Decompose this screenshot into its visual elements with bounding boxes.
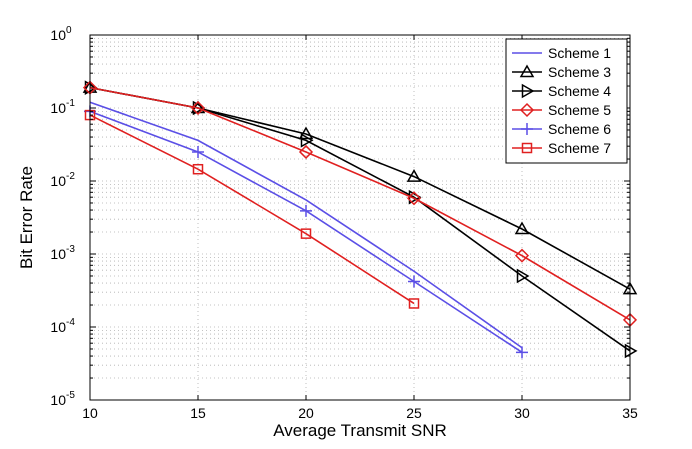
y-axis-title: Bit Error Rate [17,166,36,269]
data-point [192,100,206,116]
y-tick-label: 10 [50,319,66,335]
y-tick-exponent: -1 [66,98,75,109]
legend: Scheme 1 Scheme 3 Scheme 4 Scheme 5 Scheme 6… [505,38,628,164]
data-point [514,248,530,263]
x-axis-title: Average Transmit SNR [273,421,447,440]
y-tick-base: 10 [50,27,66,43]
y-tick-exponent: -4 [66,317,75,328]
legend-marker [519,64,535,78]
data-point [300,204,312,217]
series-scheme-1 [89,101,523,349]
legend-label: Scheme 5 [548,102,611,118]
legend-entry: Scheme 7 [512,140,611,156]
x-tick-label: 20 [298,405,314,421]
data-point [298,126,314,140]
plot-frame [89,34,631,401]
legend-label: Scheme 1 [548,45,611,61]
y-tick-label: 10 [50,100,66,116]
legend-marker [521,123,533,135]
series-line [89,114,415,305]
legend-label: Scheme 4 [548,83,611,99]
data-point [192,163,204,175]
legend-entry: Scheme 5 [512,102,611,118]
data-point [406,169,422,182]
y-tick-exponent: -5 [66,390,75,401]
y-tick-exponent: -3 [66,244,75,255]
series-scheme-5 [82,80,638,327]
data-point [298,144,314,160]
y-tick-label: 10 [50,173,66,189]
legend-label: Scheme 3 [548,64,611,80]
legend-marker [519,102,535,118]
data-point [408,275,420,288]
series-line [89,86,631,321]
data-point [406,191,422,206]
x-tick-label: 35 [622,405,638,421]
y-tick-label: 10 [50,246,66,262]
y-tick-label: 10 [50,392,66,408]
data-point [190,100,206,116]
data-point [192,145,204,158]
x-tick-label: 10 [82,405,98,421]
legend-marker [521,142,533,154]
legend-box [505,38,628,164]
y-tick-label: 10 [50,27,66,43]
y-tick-base: 10 [50,392,66,408]
data-point [300,228,312,239]
data-point [516,346,528,359]
x-tick-label: 25 [406,405,422,421]
x-tick-label: 15 [190,405,206,421]
series-layer [82,80,638,359]
y-tick-base: 10 [50,246,66,262]
series-line [89,101,523,349]
legend-marker [521,83,535,99]
legend-entry: Scheme 1 [512,45,611,61]
data-point [516,268,530,284]
legend-entry: Scheme 6 [512,121,611,137]
y-tick-base: 10 [50,173,66,189]
legend-label: Scheme 6 [548,121,611,137]
legend-entry: Scheme 4 [512,83,611,99]
y-tick-exponent: -2 [66,171,75,182]
legend-label: Scheme 7 [548,140,611,156]
data-point [624,343,638,359]
data-point [514,221,530,235]
x-tick-label: 30 [514,405,530,421]
data-point [300,133,314,148]
data-point [408,298,420,309]
y-tick-exponent: 0 [66,25,72,36]
legend-entry: Scheme 3 [512,64,611,80]
data-point [84,80,98,95]
y-tick-base: 10 [50,100,66,116]
y-tick-base: 10 [50,319,66,335]
